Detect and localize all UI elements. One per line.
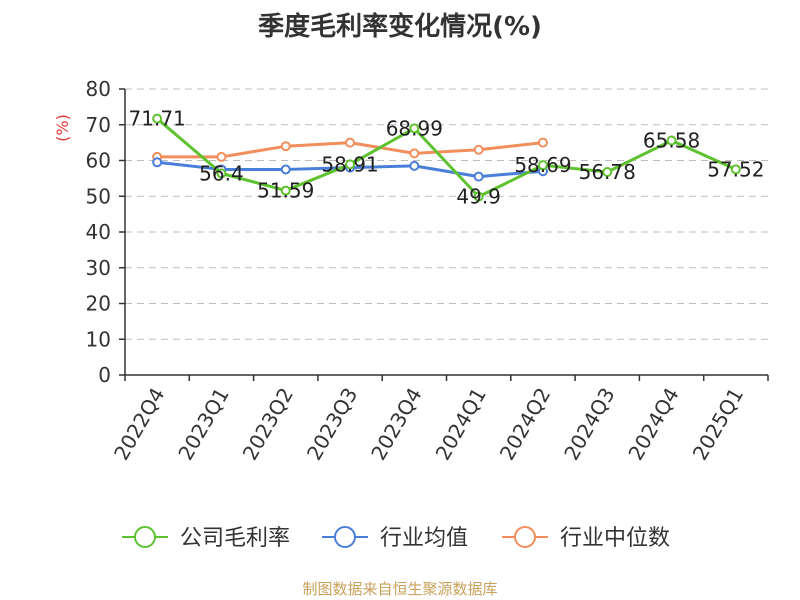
data-point bbox=[602, 167, 613, 178]
y-tick-label: 10 bbox=[86, 327, 111, 351]
x-tick-label: 2023Q4 bbox=[366, 384, 426, 465]
data-point bbox=[409, 148, 420, 159]
data-point bbox=[280, 164, 291, 175]
legend-marker bbox=[134, 526, 156, 548]
data-point bbox=[280, 141, 291, 152]
data-label: 65.58 bbox=[643, 129, 700, 153]
y-tick-label: 70 bbox=[86, 113, 111, 137]
data-point bbox=[345, 159, 356, 170]
legend-item[interactable]: 公司毛利率 bbox=[122, 526, 290, 551]
data-label: 71.71 bbox=[129, 107, 186, 131]
legend-marker bbox=[514, 526, 536, 548]
data-label: 49.9 bbox=[456, 185, 501, 209]
y-tick-label: 80 bbox=[86, 77, 111, 101]
legend-label: 公司毛利率 bbox=[180, 526, 290, 551]
data-label: 58.91 bbox=[321, 152, 378, 176]
data-point bbox=[473, 144, 484, 155]
data-label: 57.52 bbox=[707, 157, 764, 181]
y-tick-label: 0 bbox=[98, 363, 111, 387]
source-note: 制图数据来自恒生聚源数据库 bbox=[302, 580, 497, 598]
y-tick-label: 40 bbox=[86, 220, 111, 244]
x-tick-label: 2024Q3 bbox=[559, 384, 619, 465]
data-point bbox=[280, 185, 291, 196]
legend[interactable]: 公司毛利率 行业均值 行业中位数 bbox=[122, 526, 670, 551]
data-point bbox=[473, 191, 484, 202]
data-point bbox=[216, 168, 227, 179]
y-tick-label: 20 bbox=[86, 292, 111, 316]
data-label: 58.69 bbox=[514, 153, 571, 177]
grid bbox=[125, 88, 768, 340]
data-labels: 71.71 56.4 51.59 58.91 68.99 49.9 58.69 56.78 65… bbox=[129, 107, 765, 209]
x-tick-label: 2024Q1 bbox=[431, 384, 491, 465]
data-point bbox=[216, 151, 227, 162]
x-tick-label: 2022Q4 bbox=[109, 384, 169, 465]
legend-item[interactable]: 行业中位数 bbox=[502, 526, 670, 551]
data-label: 56.4 bbox=[199, 161, 244, 185]
data-point bbox=[537, 160, 548, 171]
legend-item[interactable]: 行业均值 bbox=[322, 526, 468, 551]
data-label: 51.59 bbox=[257, 179, 314, 203]
legend-label: 行业中位数 bbox=[560, 526, 670, 551]
data-point bbox=[152, 157, 163, 168]
series-layer bbox=[152, 113, 741, 202]
x-tick-label: 2024Q4 bbox=[623, 384, 683, 465]
data-point bbox=[537, 137, 548, 148]
data-point bbox=[473, 171, 484, 182]
x-tick-label: 2024Q2 bbox=[495, 384, 555, 465]
x-tick-label: 2023Q2 bbox=[238, 384, 298, 465]
y-axis-unit: (%) bbox=[53, 114, 72, 142]
y-tick-label: 60 bbox=[86, 149, 111, 173]
data-point bbox=[345, 137, 356, 148]
data-point bbox=[666, 135, 677, 146]
data-point bbox=[409, 123, 420, 134]
x-tick-label: 2023Q1 bbox=[173, 384, 233, 465]
x-tick-label: 2023Q3 bbox=[302, 384, 362, 465]
data-point bbox=[730, 164, 741, 175]
data-label: 68.99 bbox=[386, 116, 443, 140]
data-point bbox=[152, 113, 163, 124]
chart-title: 季度毛利率变化情况(%) bbox=[258, 11, 542, 42]
series-line bbox=[156, 117, 737, 199]
y-tick-label: 50 bbox=[86, 184, 111, 208]
data-label: 56.78 bbox=[579, 160, 636, 184]
x-tick-label: 2025Q1 bbox=[688, 384, 748, 465]
legend-label: 行业均值 bbox=[380, 526, 468, 551]
data-point bbox=[409, 160, 420, 171]
legend-marker bbox=[334, 526, 356, 548]
y-tick-label: 30 bbox=[86, 256, 111, 280]
